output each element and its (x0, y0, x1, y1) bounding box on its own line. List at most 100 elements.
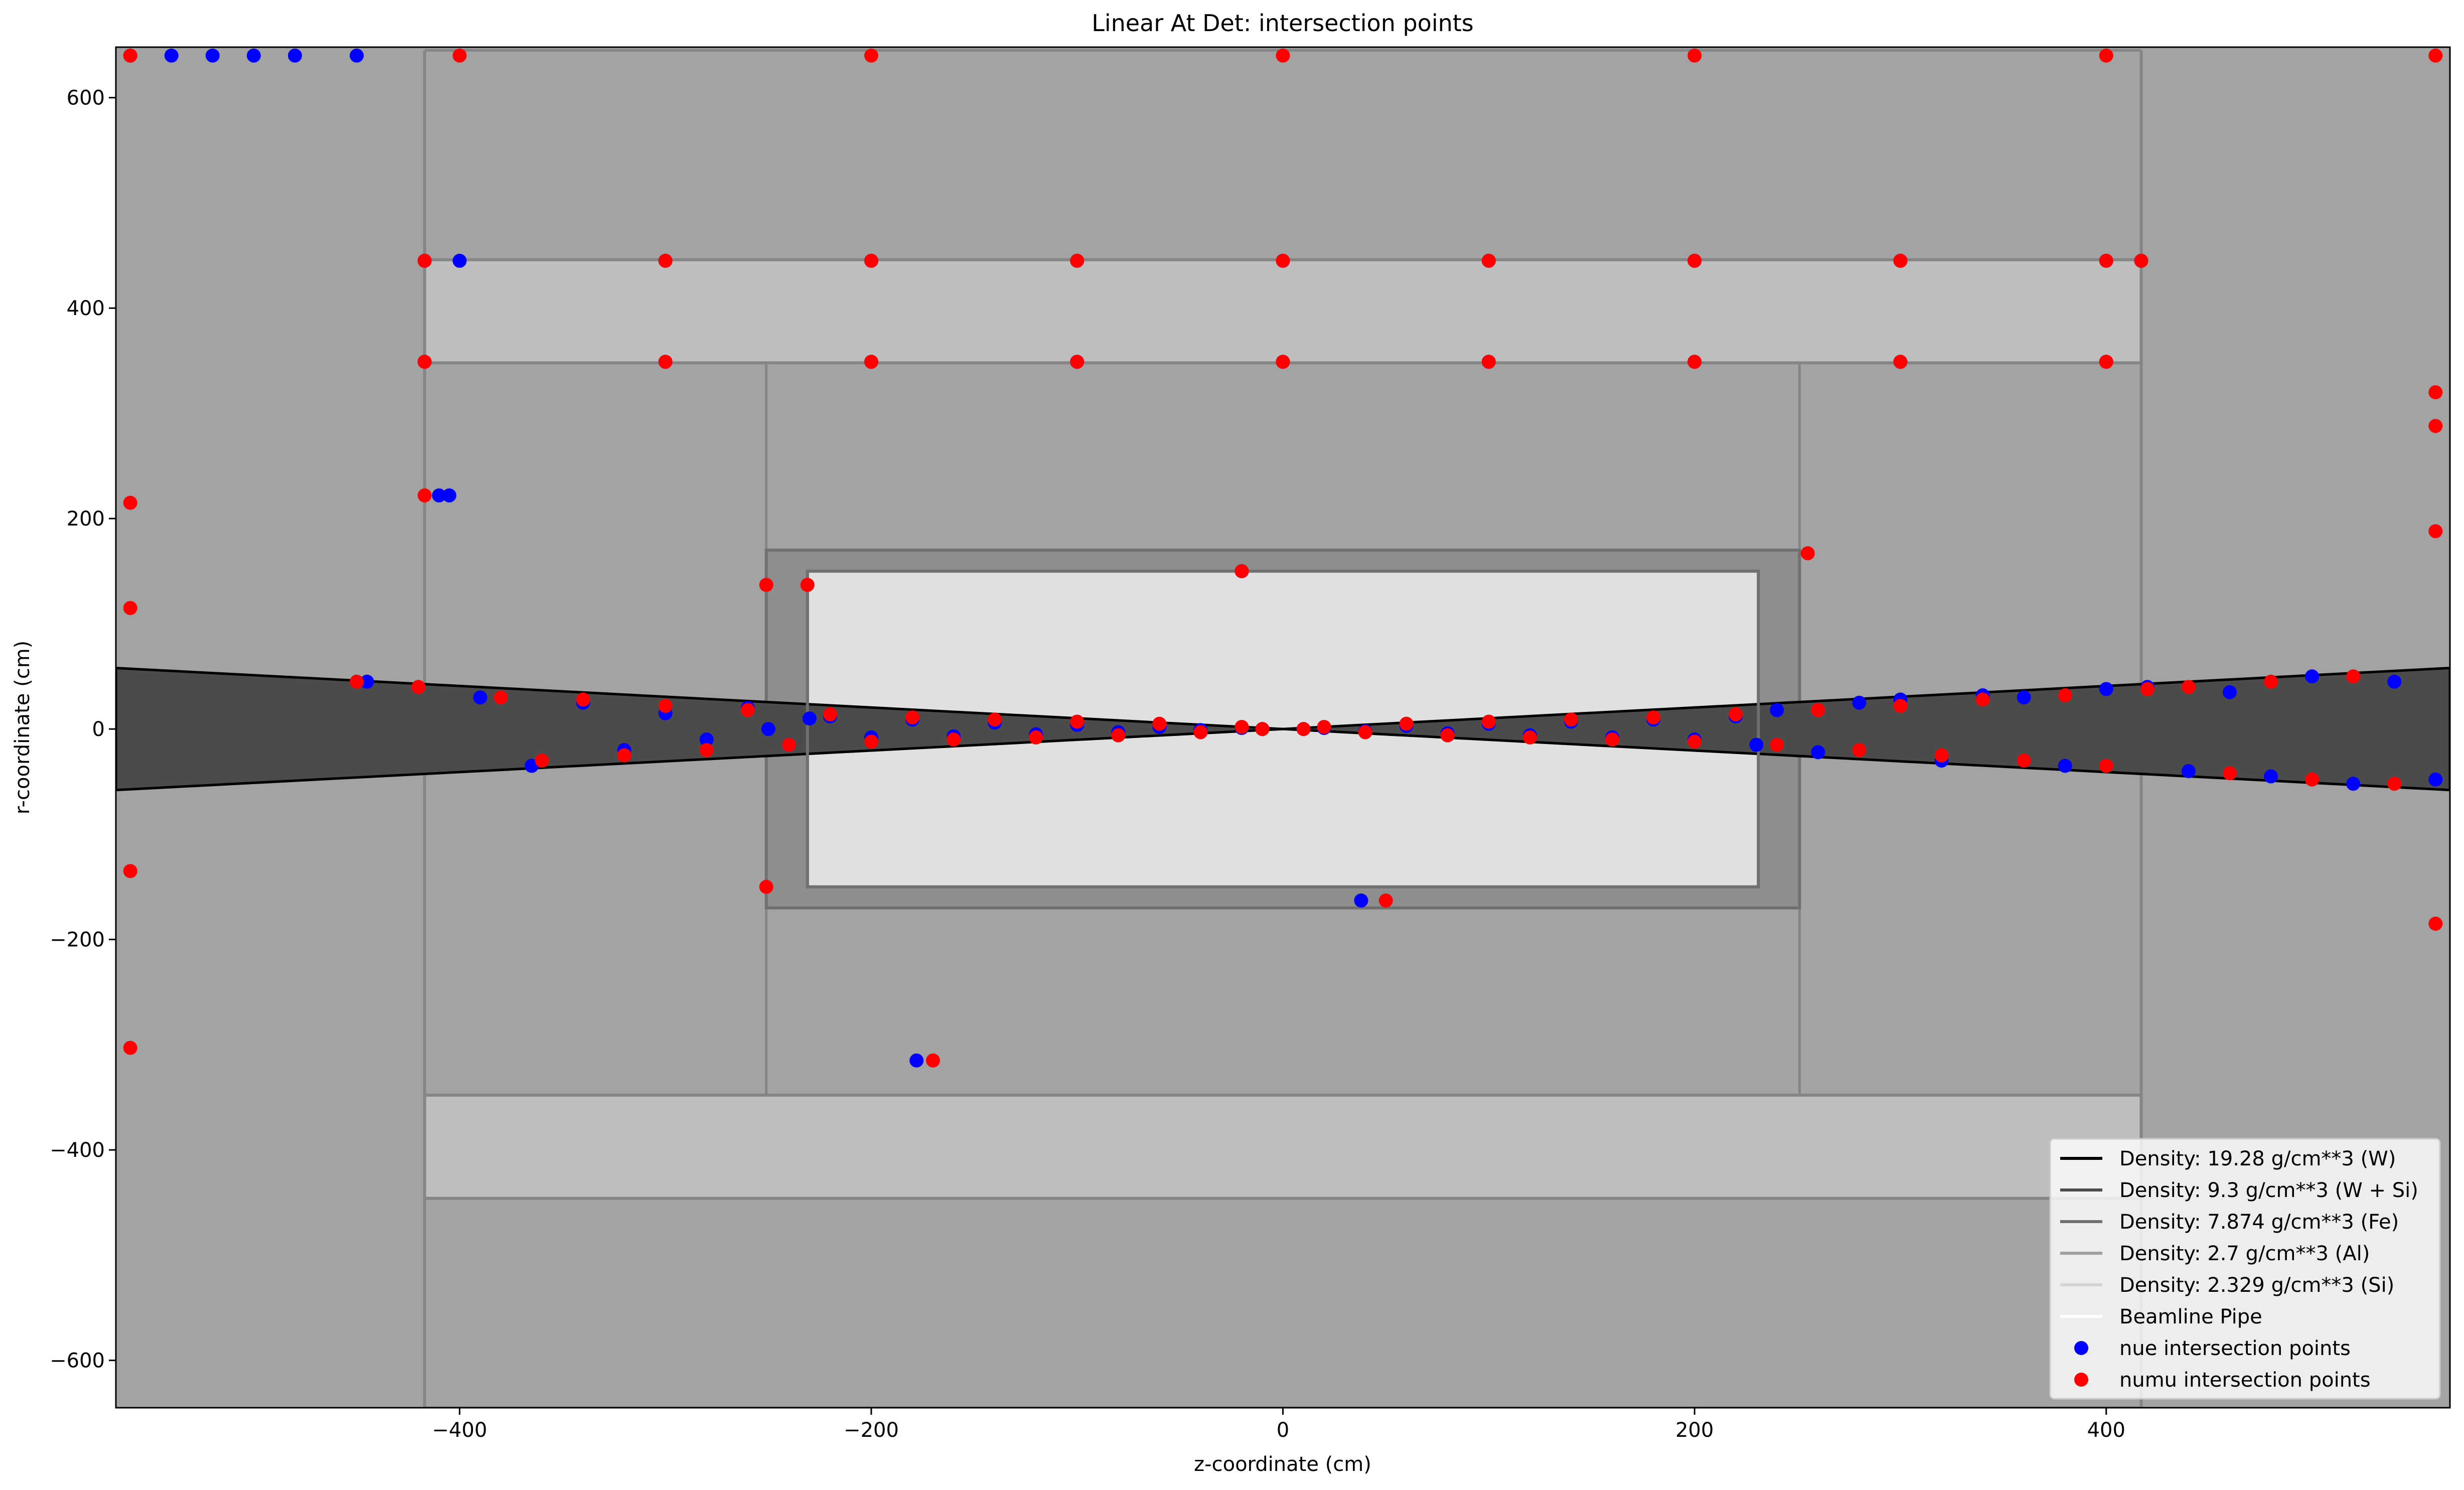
numu-point (1317, 719, 1331, 734)
nue-point (164, 48, 179, 63)
x-tick-label: −200 (844, 1419, 899, 1442)
nue-point (287, 48, 302, 63)
numu-point (1296, 722, 1311, 736)
numu-point (2428, 419, 2443, 433)
nue-point (205, 48, 220, 63)
numu-point (2099, 759, 2113, 773)
y-tick-label: 0 (92, 718, 105, 741)
legend-label: nue intersection points (2119, 1337, 2351, 1360)
nue-point (761, 722, 776, 736)
nue-point (699, 732, 714, 747)
numu-point (1276, 253, 1290, 268)
numu-point (1893, 253, 1908, 268)
nue-point (1852, 695, 1867, 710)
numu-point (1358, 725, 1372, 739)
numu-point (1687, 48, 1702, 63)
numu-point (417, 355, 432, 369)
numu-point (1193, 725, 1208, 739)
y-tick-label: 200 (67, 508, 105, 531)
numu-point (535, 754, 549, 768)
numu-point (658, 355, 673, 369)
numu-point (494, 690, 508, 705)
numu-point (2305, 772, 2320, 787)
numu-point (1687, 355, 1702, 369)
x-tick-label: 400 (2087, 1419, 2125, 1442)
numu-point (699, 743, 714, 758)
numu-point (1975, 692, 1990, 707)
detector-geometry (116, 49, 2450, 1408)
numu-point (1235, 564, 1249, 578)
numu-point (2428, 524, 2443, 538)
nue-point (350, 48, 364, 63)
numu-point (1235, 719, 1249, 734)
numu-point (2058, 688, 2072, 703)
numu-point (1687, 253, 1702, 268)
nue-point (442, 488, 456, 503)
nue-point (473, 690, 488, 705)
numu-point (1152, 716, 1167, 731)
tungsten-cone-left (116, 666, 1283, 792)
y-tick-label: 400 (67, 297, 105, 320)
numu-point (2140, 682, 2154, 696)
numu-point (2222, 766, 2237, 781)
numu-point (2017, 754, 2031, 768)
numu-point (864, 355, 878, 369)
numu-point (1255, 722, 1270, 736)
numu-point (1378, 893, 1393, 908)
numu-point (123, 864, 137, 878)
silicon-tracker-outline (806, 569, 1760, 888)
legend-label: Density: 19.28 g/cm**3 (W) (2119, 1147, 2396, 1170)
numu-point (759, 879, 774, 894)
numu-point (1070, 253, 1085, 268)
numu-point (823, 707, 837, 721)
numu-point (1481, 355, 1496, 369)
numu-point (1687, 734, 1702, 749)
nue-point (2346, 777, 2361, 791)
numu-point (864, 48, 878, 63)
x-axis-ticks: −400 −200 0 200 400 (432, 1408, 2125, 1442)
numu-point (800, 577, 815, 592)
nue-point (452, 253, 467, 268)
legend-label: Density: 7.874 g/cm**3 (Fe) (2119, 1211, 2399, 1234)
numu-point (2134, 253, 2148, 268)
nue-point (2428, 772, 2443, 787)
tungsten-cone-right (1283, 666, 2450, 792)
nue-point (1354, 893, 1368, 908)
numu-point (1646, 710, 1661, 725)
numu-point (1564, 712, 1578, 727)
x-tick-label: 0 (1277, 1419, 1289, 1442)
numu-point (905, 710, 919, 725)
numu-point (1276, 355, 1290, 369)
y-axis-ticks: −600 −400 −200 0 200 400 600 (50, 87, 116, 1373)
numu-point (1770, 737, 1784, 752)
x-axis-label: z-coordinate (cm) (1194, 1453, 1371, 1476)
nue-point (1770, 703, 1784, 717)
numu-point (2346, 669, 2361, 684)
nue-point (2305, 669, 2320, 684)
numu-point (658, 699, 673, 713)
nue-point (360, 674, 374, 689)
chart-title: Linear At Det: intersection points (1092, 10, 1474, 37)
x-tick-label: −400 (432, 1419, 487, 1442)
numu-point (1440, 728, 1455, 742)
numu-point (1729, 707, 1743, 721)
nue-point (2222, 685, 2237, 699)
numu-point (350, 674, 364, 689)
nue-point (1749, 737, 1764, 752)
nue-point (909, 1053, 924, 1068)
numu-point (1070, 355, 1085, 369)
numu-point (658, 253, 673, 268)
nue-point (432, 488, 446, 503)
numu-point (988, 712, 1002, 727)
numu-point (411, 680, 426, 694)
numu-point (417, 488, 432, 503)
y-tick-label: −600 (50, 1350, 105, 1373)
numu-point (576, 692, 590, 707)
legend-label: Density: 2.329 g/cm**3 (Si) (2119, 1274, 2394, 1297)
numu-point (1800, 546, 1815, 560)
nue-point (246, 48, 261, 63)
legend-label: Density: 2.7 g/cm**3 (Al) (2119, 1242, 2370, 1265)
legend-marker-swatch (2074, 1373, 2088, 1387)
nue-point (1811, 745, 1825, 760)
